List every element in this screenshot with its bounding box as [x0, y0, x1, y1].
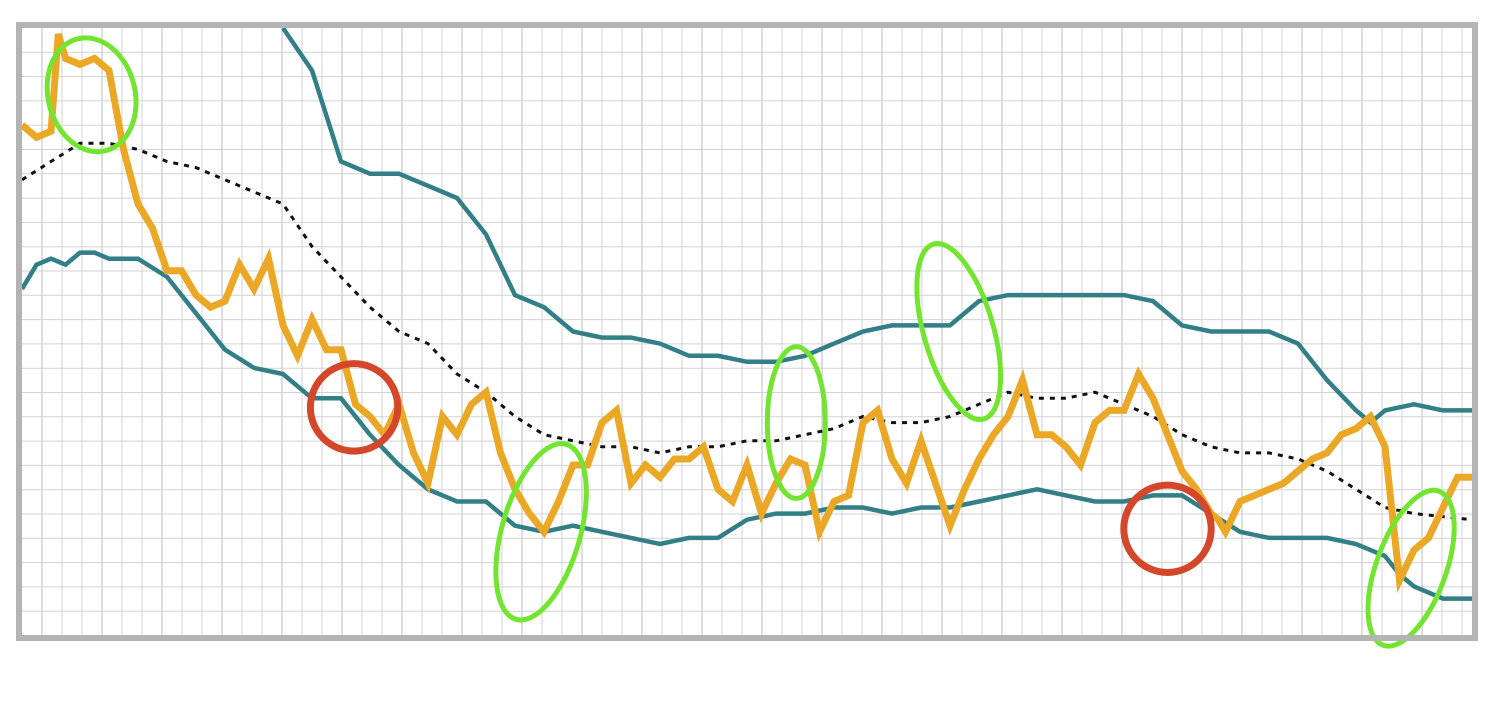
highlight-ellipse-marker — [1365, 487, 1457, 649]
highlight-circle-marker — [306, 360, 402, 455]
chart-markers-layer — [44, 35, 1457, 649]
highlight-ellipse-marker — [914, 240, 1004, 423]
moving-average-line — [22, 141, 1472, 522]
price-line — [22, 33, 1472, 594]
highlight-ellipse-marker — [44, 35, 139, 155]
chart-series-layer — [22, 28, 1472, 601]
highlight-ellipse-marker — [493, 441, 589, 623]
highlight-ellipse-marker — [764, 344, 828, 501]
upper-band-line — [281, 28, 1472, 426]
highlight-circle-marker — [1120, 481, 1215, 576]
chart-grid — [22, 28, 1472, 635]
lower-band-line — [22, 250, 1472, 601]
chart-frame — [16, 22, 1478, 641]
